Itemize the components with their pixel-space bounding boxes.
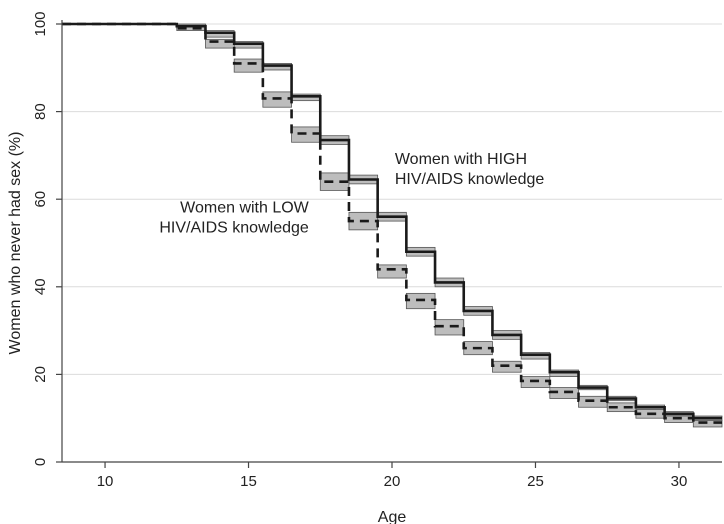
y-tick-label-60: 60 xyxy=(32,191,49,208)
y-tick-label-0: 0 xyxy=(32,458,49,466)
annotation-1-line-1: Women with HIGH xyxy=(395,151,527,168)
annotation-1: Women with HIGH HIV/AIDS knowledge xyxy=(395,151,545,188)
y-tick-label-20: 20 xyxy=(32,366,49,383)
y-tick-label-100: 100 xyxy=(32,11,49,36)
x-axis-label: Age xyxy=(378,509,407,524)
ci-band-2-4 xyxy=(233,58,264,73)
annotation-2: Women with LOW HIV/AIDS knowledge xyxy=(159,199,309,236)
series-line-1 xyxy=(62,22,722,420)
axes: 0 20 40 60 80 100 10 15 20 25 30 xyxy=(32,11,722,490)
ci-band-2-7 xyxy=(319,172,350,191)
y-tick-label-80: 80 xyxy=(32,103,49,120)
x-tick-label-20: 20 xyxy=(384,473,401,490)
x-tick-label-25: 25 xyxy=(527,473,544,490)
ci-band-2-9 xyxy=(377,264,407,279)
y-tick-label-40: 40 xyxy=(32,278,49,295)
series-line-2 xyxy=(62,22,722,424)
x-tick-label-10: 10 xyxy=(97,473,114,490)
annotation-1-line-2: HIV/AIDS knowledge xyxy=(395,171,545,188)
x-tick-label-30: 30 xyxy=(671,473,688,490)
annotation-2-line-1: Women with LOW xyxy=(180,199,310,216)
x-tick-label-15: 15 xyxy=(240,473,257,490)
y-axis-label: Women who never had sex (%) xyxy=(7,132,24,355)
annotation-2-line-2: HIV/AIDS knowledge xyxy=(159,219,309,236)
series-lines xyxy=(62,22,722,424)
